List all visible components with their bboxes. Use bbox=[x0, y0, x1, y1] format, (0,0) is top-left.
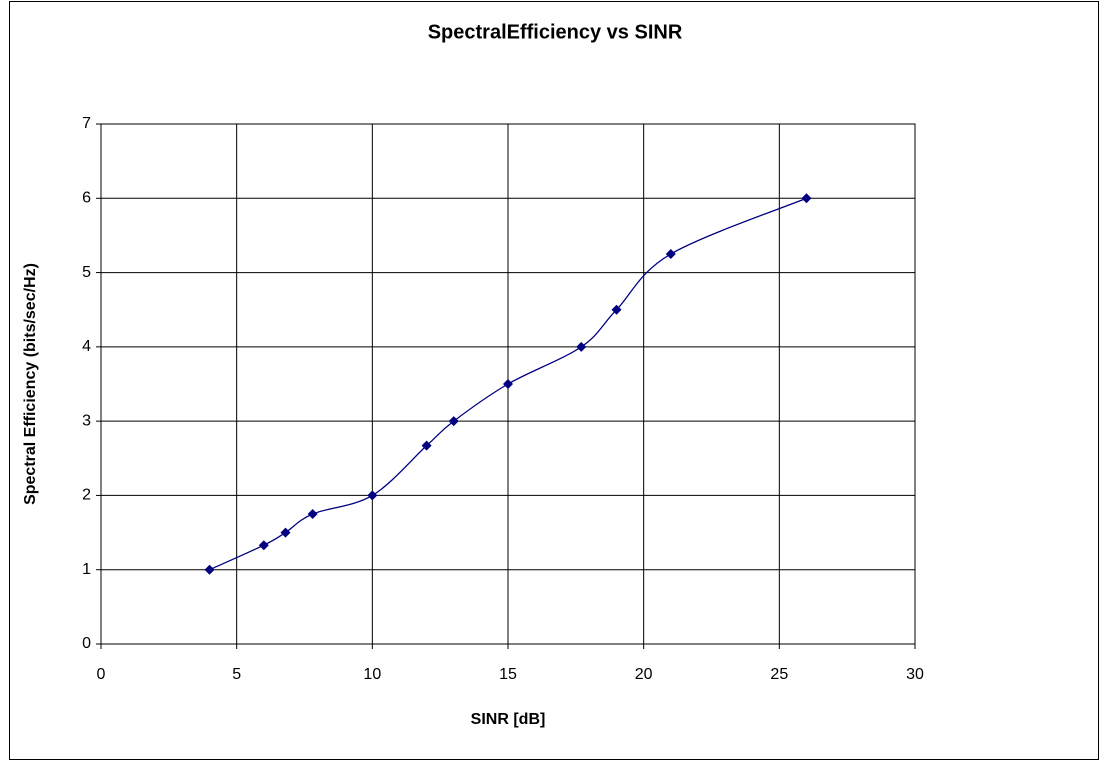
data-point bbox=[503, 379, 513, 389]
x-tick-label: 0 bbox=[97, 666, 106, 683]
y-tick-label: 1 bbox=[82, 561, 91, 578]
data-point bbox=[611, 304, 622, 315]
y-tick-label: 3 bbox=[82, 412, 91, 429]
data-point bbox=[204, 564, 215, 575]
data-point bbox=[258, 540, 269, 551]
y-tick-label: 4 bbox=[82, 338, 91, 355]
x-axis-label: SINR [dB] bbox=[471, 711, 546, 728]
data-point bbox=[280, 527, 291, 538]
data-point bbox=[576, 341, 587, 352]
x-tick-label: 25 bbox=[770, 666, 788, 683]
chart-title: SpectralEfficiency vs SINR bbox=[428, 21, 683, 43]
y-tick-label: 6 bbox=[82, 190, 91, 207]
y-tick-label: 2 bbox=[82, 487, 91, 504]
y-tick-label: 0 bbox=[82, 635, 91, 652]
data-point bbox=[448, 416, 459, 427]
data-point bbox=[367, 490, 378, 501]
x-tick-label: 10 bbox=[363, 666, 381, 683]
plot-border bbox=[100, 123, 916, 645]
x-tick-label: 5 bbox=[232, 666, 241, 683]
data-point bbox=[421, 440, 432, 451]
x-tick-label: 20 bbox=[635, 666, 653, 683]
data-point bbox=[307, 509, 318, 519]
x-tick-label: 15 bbox=[499, 666, 517, 683]
x-tick-label: 30 bbox=[906, 666, 924, 683]
data-point bbox=[665, 249, 676, 259]
y-tick-label: 7 bbox=[82, 115, 91, 132]
data-point bbox=[801, 193, 812, 204]
y-tick-label: 5 bbox=[82, 264, 91, 281]
y-axis-label: Spectral Efficiency (bits/sec/Hz) bbox=[22, 263, 39, 505]
